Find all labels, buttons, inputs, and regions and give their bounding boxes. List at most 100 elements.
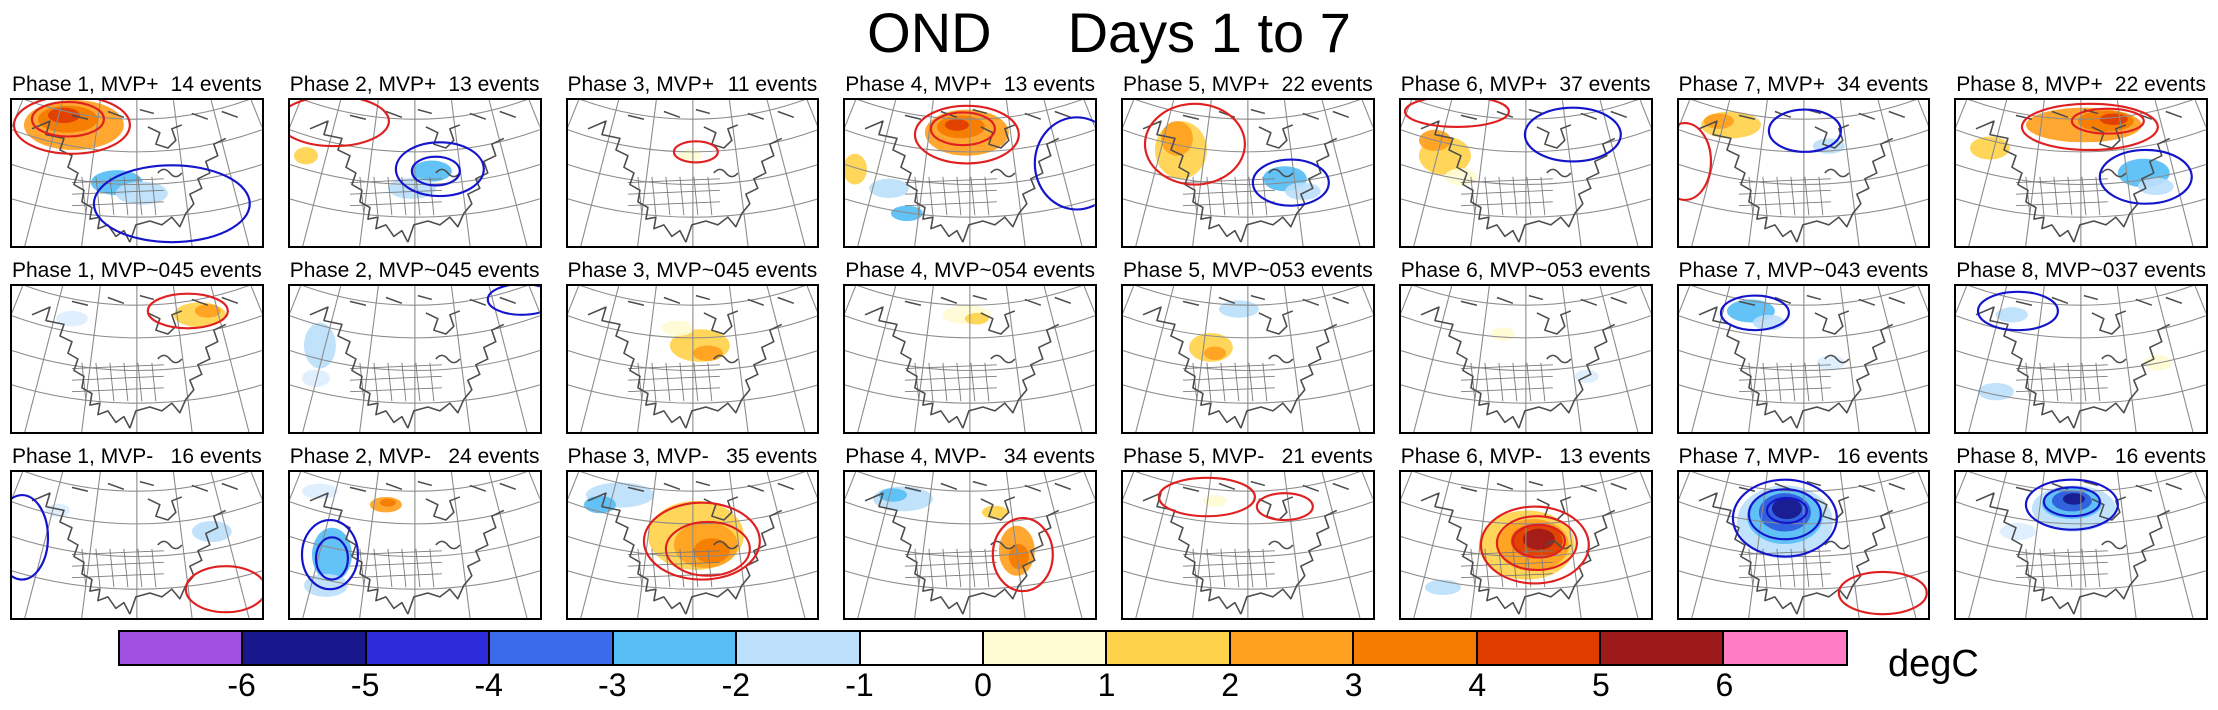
panel-mvp-minus-phase-5: Phase 5, MVP- 21 events — [1121, 444, 1375, 620]
figure-title: OND Days 1 to 7 — [0, 2, 2218, 64]
colorbar-ticks: -6 -5 -4 -3 -2 -1 0 1 2 3 4 5 6 — [118, 666, 1848, 704]
map-canvas — [12, 286, 262, 432]
panel-map — [1954, 284, 2208, 434]
panel-map — [10, 470, 264, 620]
panel-map — [1676, 470, 1931, 620]
panel-label: Phase 2, MVP- — [289, 445, 431, 468]
colorbar-row: -6 -5 -4 -3 -2 -1 0 1 2 3 4 5 6 degC — [118, 630, 2218, 704]
panel-event-count: 16 events — [1837, 445, 1929, 468]
panel-header: Phase 3, MVP+ 11 events — [566, 72, 820, 98]
map-canvas — [567, 286, 818, 432]
map-canvas — [567, 472, 818, 618]
panel-label: Phase 6, MVP+ — [1400, 73, 1548, 96]
panel-map — [565, 284, 820, 434]
panel-mvp-zero-phase-3: Phase 3, MVP~0 45 events — [565, 258, 820, 434]
colorbar-unit-label: degC — [1888, 643, 1979, 685]
panel-label: Phase 7, MVP- — [1678, 445, 1820, 468]
colorbar-segment-11 — [1477, 632, 1602, 664]
panel-mvp-plus-phase-4: Phase 4, MVP+ 13 events — [843, 72, 1097, 248]
map-canvas — [1956, 100, 2206, 246]
panel-event-count: 22 events — [1281, 73, 1373, 96]
colorbar-tick-label: 6 — [1715, 667, 1734, 703]
panel-mvp-minus-phase-3: Phase 3, MVP- 35 events — [565, 444, 820, 620]
panel-event-count: 45 events — [726, 259, 818, 282]
colorbar-tick-label: 1 — [1097, 667, 1116, 703]
panel-label: Phase 7, MVP~0 — [1678, 259, 1837, 282]
map-canvas — [12, 472, 262, 618]
panel-mvp-plus-phase-6: Phase 6, MVP+ 37 events — [1398, 72, 1653, 248]
map-canvas — [1123, 100, 1373, 246]
panel-label: Phase 2, MVP~0 — [289, 259, 448, 282]
colorbar-segment-3 — [490, 632, 614, 664]
colorbar-segment-5 — [737, 632, 861, 664]
panel-label: Phase 3, MVP- — [567, 445, 709, 468]
colorbar-tick-label: -1 — [845, 667, 874, 703]
panel-label: Phase 1, MVP- — [12, 445, 154, 468]
panel-event-count: 13 events — [1559, 445, 1651, 468]
panel-header: Phase 5, MVP~0 53 events — [1121, 258, 1375, 284]
panel-label: Phase 6, MVP- — [1400, 445, 1542, 468]
panel-header: Phase 3, MVP~0 45 events — [566, 258, 820, 284]
panel-map — [1121, 284, 1375, 434]
panel-label: Phase 8, MVP- — [1956, 445, 2098, 468]
panel-label: Phase 7, MVP+ — [1678, 73, 1826, 96]
map-canvas — [1400, 472, 1651, 618]
panel-mvp-minus-phase-6: Phase 6, MVP- 13 events — [1398, 444, 1653, 620]
panel-map — [1954, 470, 2208, 620]
panel-mvp-plus-phase-8: Phase 8, MVP+ 22 events — [1954, 72, 2208, 248]
panel-event-count: 37 events — [2114, 259, 2206, 282]
panel-mvp-plus-phase-3: Phase 3, MVP+ 11 events — [565, 72, 820, 248]
panel-header: Phase 7, MVP+ 34 events — [1677, 72, 1931, 98]
colorbar-tick-label: 5 — [1591, 667, 1610, 703]
panel-event-count: 24 events — [448, 445, 540, 468]
panel-map — [10, 98, 264, 248]
panel-header: Phase 2, MVP~0 45 events — [288, 258, 542, 284]
panel-header: Phase 1, MVP- 16 events — [10, 444, 264, 470]
panel-mvp-zero-phase-4: Phase 4, MVP~0 54 events — [843, 258, 1097, 434]
panel-header: Phase 6, MVP+ 37 events — [1399, 72, 1653, 98]
panel-mvp-minus-phase-8: Phase 8, MVP- 16 events — [1954, 444, 2208, 620]
panel-header: Phase 3, MVP- 35 events — [566, 444, 820, 470]
panel-header: Phase 7, MVP- 16 events — [1677, 444, 1931, 470]
panel-label: Phase 8, MVP+ — [1956, 73, 2103, 96]
panel-map — [1121, 98, 1375, 248]
map-canvas — [1123, 472, 1373, 618]
colorbar-segment-4 — [613, 632, 738, 664]
panel-mvp-zero-phase-5: Phase 5, MVP~0 53 events — [1121, 258, 1375, 434]
panel-mvp-plus-phase-5: Phase 5, MVP+ 22 events — [1121, 72, 1375, 248]
colorbar-tick-label: 4 — [1468, 667, 1487, 703]
colorbar-tick-label: 2 — [1221, 667, 1240, 703]
colorbar-tick-label: -2 — [721, 667, 751, 703]
panel-label: Phase 2, MVP+ — [289, 73, 437, 96]
colorbar-segment-8 — [1107, 632, 1231, 664]
panel-event-count: 54 events — [1003, 259, 1095, 282]
panel-event-count: 37 events — [1559, 73, 1651, 96]
panel-mvp-zero-phase-1: Phase 1, MVP~0 45 events — [10, 258, 264, 434]
panel-map — [565, 98, 820, 248]
panel-header: Phase 4, MVP- 34 events — [843, 444, 1097, 470]
panel-map — [10, 284, 264, 434]
panel-map — [1121, 470, 1375, 620]
colorbar-segment-2 — [366, 632, 491, 664]
panel-event-count: 45 events — [170, 259, 262, 282]
map-canvas — [1400, 100, 1651, 246]
map-canvas — [289, 100, 540, 246]
panel-header: Phase 8, MVP- 16 events — [1954, 444, 2208, 470]
colorbar-tick-label: 3 — [1344, 667, 1363, 703]
colorbar-segments — [118, 630, 1848, 666]
panel-map — [1954, 98, 2208, 248]
panel-event-count: 13 events — [448, 73, 540, 96]
colorbar-tick-label: -3 — [598, 667, 627, 703]
colorbar-segment-13 — [1724, 632, 1846, 664]
panel-grid: Phase 1, MVP+ 14 events Phase 2, MVP+ 13 ev… — [0, 72, 2218, 620]
panel-map — [843, 284, 1097, 434]
panel-event-count: 45 events — [448, 259, 540, 282]
panel-mvp-minus-phase-1: Phase 1, MVP- 16 events — [10, 444, 264, 620]
panel-event-count: 34 events — [1003, 445, 1095, 468]
map-canvas — [1956, 286, 2206, 432]
title-season: OND — [867, 1, 992, 64]
panel-header: Phase 1, MVP+ 14 events — [10, 72, 264, 98]
panel-mvp-minus-phase-2: Phase 2, MVP- 24 events — [287, 444, 542, 620]
panel-header: Phase 1, MVP~0 45 events — [10, 258, 264, 284]
map-canvas — [289, 472, 540, 618]
